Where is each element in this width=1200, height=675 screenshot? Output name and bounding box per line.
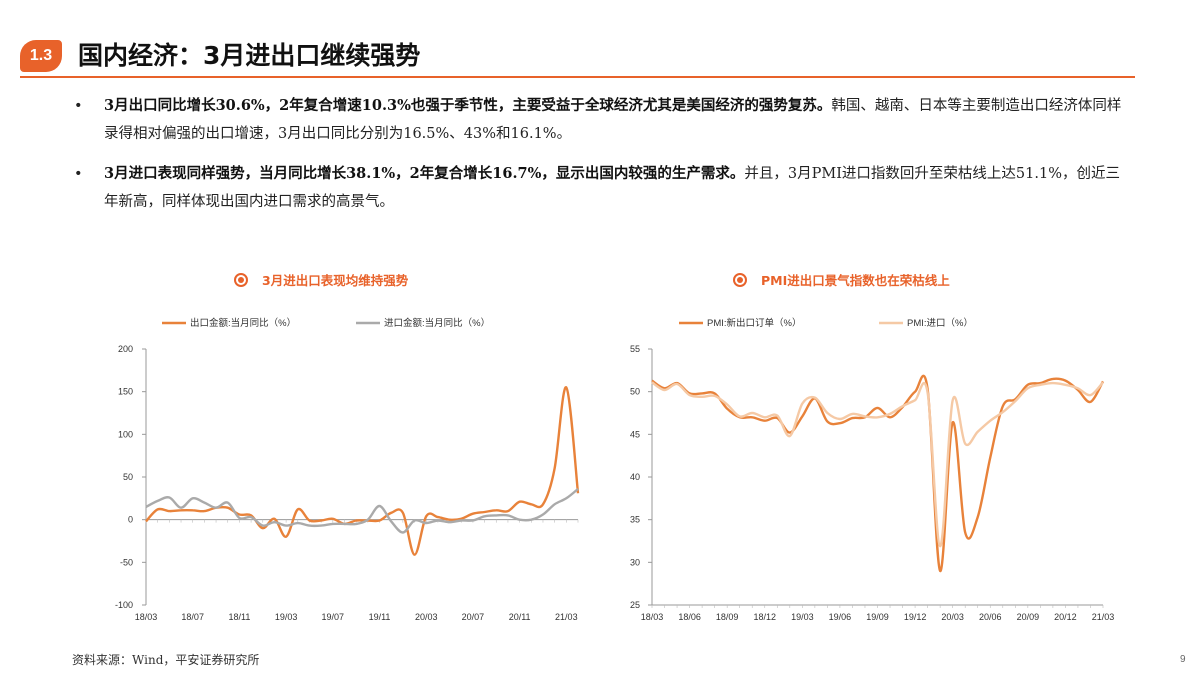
left-legend-label-2: 进口金额:当月同比（%） <box>384 317 490 329</box>
right-chart-title: PMI进出口景气指数也在荣枯线上 <box>733 270 950 289</box>
left-legend-label-1: 出口金额:当月同比（%） <box>190 317 296 329</box>
left-y-tick-label: 200 <box>118 344 133 354</box>
bullet-item-1: • 3月出口同比增长30.6%，2年复合增速10.3%也强于季节性，主要受益于全… <box>74 92 1134 148</box>
bullet-bold-text: 3月出口同比增长30.6%，2年复合增速10.3%也强于季节性，主要受益于全球经… <box>104 97 832 114</box>
right-y-tick-label: 40 <box>630 472 640 482</box>
title-rule <box>20 76 1135 78</box>
right-x-tick-label: 19/09 <box>866 612 889 622</box>
right-chart-title-text: PMI进出口景气指数也在荣枯线上 <box>761 273 950 288</box>
bullet-bold-text: 3月进口表现同样强势，当月同比增长38.1%，2年复合增长16.7%，显示出国内… <box>104 165 745 182</box>
header: 1.3 国内经济：3月进出口继续强势 <box>20 36 1135 80</box>
right-x-tick-label: 18/03 <box>641 612 664 622</box>
right-y-tick-label: 45 <box>630 429 640 439</box>
left-x-tick-label: 18/11 <box>228 612 250 622</box>
right-x-tick-label: 19/03 <box>791 612 814 622</box>
bullet-normal-text: 并且，3月PMI进口指数回升至荣枯线上达51.1%，创近三年新高，同样体现出国内… <box>104 166 1120 210</box>
right-series-line-2 <box>651 381 1104 548</box>
left-chart-title-text: 3月进出口表现均维持强势 <box>262 273 409 288</box>
left-x-tick-label: 19/11 <box>369 612 391 622</box>
bullet-dot-icon: • <box>74 166 83 182</box>
page-title: 国内经济：3月进出口继续强势 <box>78 41 421 70</box>
left-x-tick-label: 20/07 <box>462 612 485 622</box>
left-x-tick-label: 20/03 <box>415 612 438 622</box>
bullet-list: • 3月出口同比增长30.6%，2年复合增速10.3%也强于季节性，主要受益于全… <box>74 92 1134 228</box>
right-y-tick-label: 35 <box>630 515 640 525</box>
right-y-tick-label: 50 <box>630 387 640 397</box>
right-x-tick-label: 18/06 <box>678 612 701 622</box>
left-y-tick-label: 0 <box>128 515 133 525</box>
bullet-item-2: • 3月进口表现同样强势，当月同比增长38.1%，2年复合增长16.7%，显示出… <box>74 160 1134 216</box>
page-number: 9 <box>1180 654 1186 665</box>
right-x-tick-label: 18/09 <box>716 612 739 622</box>
right-x-tick-label: 19/12 <box>904 612 927 622</box>
left-y-tick-label: 150 <box>118 387 133 397</box>
left-y-tick-label: 50 <box>123 472 133 482</box>
left-x-tick-label: 19/07 <box>322 612 345 622</box>
left-x-tick-label: 20/11 <box>509 612 531 622</box>
source-note: 资料来源：Wind，平安证券研究所 <box>72 653 260 667</box>
bullet-normal-text: 韩国、越南、日本等主要制造出口经济体同样录得相对偏强的出口增速，3月出口同比分别… <box>104 98 1122 142</box>
right-x-tick-label: 18/12 <box>753 612 776 622</box>
right-x-tick-label: 20/12 <box>1054 612 1077 622</box>
right-y-tick-label: 25 <box>630 600 640 610</box>
left-y-tick-label: 100 <box>118 429 133 439</box>
left-x-tick-label: 19/03 <box>275 612 298 622</box>
bullet-dot-icon: • <box>74 98 83 114</box>
left-series-line-1 <box>145 386 580 556</box>
right-x-tick-label: 21/03 <box>1092 612 1115 622</box>
right-x-tick-label: 20/06 <box>979 612 1002 622</box>
right-x-tick-label: 20/09 <box>1017 612 1040 622</box>
left-chart-title: 3月进出口表现均维持强势 <box>234 270 408 289</box>
right-y-tick-label: 30 <box>630 557 640 567</box>
right-x-tick-label: 19/06 <box>829 612 852 622</box>
right-legend-label-2: PMI:进口（%） <box>907 317 973 329</box>
left-y-tick-label: -100 <box>115 600 133 610</box>
target-icon <box>733 273 747 287</box>
target-icon <box>234 273 248 287</box>
right-legend-label-1: PMI:新出口订单（%） <box>707 317 801 329</box>
right-series-line-1 <box>651 374 1105 573</box>
left-x-tick-label: 18/07 <box>181 612 204 622</box>
left-x-tick-label: 21/03 <box>555 612 578 622</box>
right-y-tick-label: 55 <box>630 344 640 354</box>
left-x-tick-label: 18/03 <box>135 612 158 622</box>
section-badge: 1.3 <box>20 40 62 72</box>
left-y-tick-label: -50 <box>120 557 133 567</box>
left-series-line-2 <box>145 487 579 534</box>
right-x-tick-label: 20/03 <box>941 612 964 622</box>
